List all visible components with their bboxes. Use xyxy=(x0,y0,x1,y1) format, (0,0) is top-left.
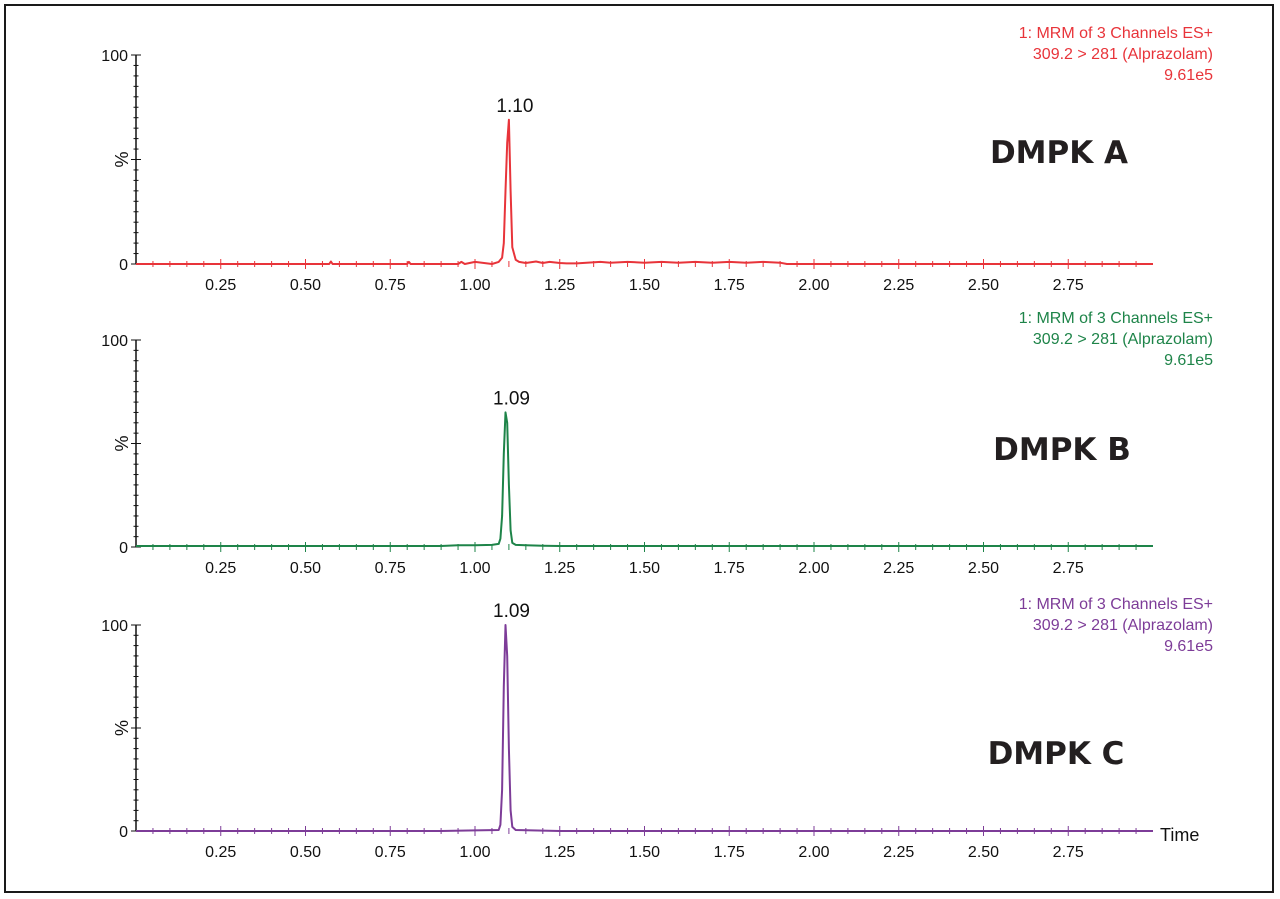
x-tick-label: 1.50 xyxy=(629,844,660,861)
chromatogram-panel-3: 0 100% 0.25 0.50 0.75 1.00 1.25 1.50 1.75 2.00 2.2… xyxy=(101,596,1213,861)
x-tick-label: 2.00 xyxy=(798,844,829,861)
peak-retention-label: 1.10 xyxy=(496,96,533,117)
y-axis-unit: % xyxy=(112,435,132,451)
figure-frame xyxy=(4,4,1274,893)
channel-info-line-3: 9.61e5 xyxy=(1164,67,1213,84)
channel-info-line-3: 9.61e5 xyxy=(1164,352,1213,369)
y-tick-label-0: 0 xyxy=(119,824,128,841)
panel-title: DMPK B xyxy=(993,432,1131,468)
x-tick-label: 1.00 xyxy=(459,560,490,577)
channel-info-line-3: 9.61e5 xyxy=(1164,638,1213,655)
chromatogram-trace xyxy=(136,411,1153,547)
chromatogram-panel-2: 0 100% 0.25 0.50 0.75 1.00 1.25 1.50 1.75 2.00 2.2… xyxy=(101,310,1213,577)
panel-title: DMPK A xyxy=(990,135,1128,171)
channel-info-line-1: 1: MRM of 3 Channels ES+ xyxy=(1019,596,1213,613)
channel-info-line-1: 1: MRM of 3 Channels ES+ xyxy=(1019,25,1213,42)
x-tick-label: 2.00 xyxy=(798,277,829,294)
x-tick-label: 1.00 xyxy=(459,844,490,861)
x-tick-label: 2.25 xyxy=(883,844,914,861)
x-tick-label: 1.00 xyxy=(459,277,490,294)
x-tick-label: 2.50 xyxy=(968,277,999,294)
y-axis-unit: % xyxy=(112,720,132,736)
x-tick-label: 2.50 xyxy=(968,560,999,577)
chromatogram-trace xyxy=(136,118,1153,265)
x-tick-label: 1.50 xyxy=(629,560,660,577)
peak-retention-label: 1.09 xyxy=(493,388,530,409)
y-tick-label-100: 100 xyxy=(101,48,128,65)
y-tick-label-100: 100 xyxy=(101,333,128,350)
channel-info-line-2: 309.2 > 281 (Alprazolam) xyxy=(1033,46,1213,63)
x-tick-label: 0.50 xyxy=(290,844,321,861)
channel-info-line-2: 309.2 > 281 (Alprazolam) xyxy=(1033,331,1213,348)
x-tick-label: 0.75 xyxy=(375,844,406,861)
y-tick-label-100: 100 xyxy=(101,618,128,635)
x-tick-label: 1.25 xyxy=(544,844,575,861)
channel-info-line-1: 1: MRM of 3 Channels ES+ xyxy=(1019,310,1213,327)
chromatogram-panel-1: 0 100% 0.25 0.50 0.75 1.00 1.25 1.50 1.75 2.00 2.2… xyxy=(101,25,1213,294)
x-tick-label: 2.50 xyxy=(968,844,999,861)
x-tick-label: 1.75 xyxy=(714,844,745,861)
x-tick-label: 0.25 xyxy=(205,277,236,294)
x-tick-label: 1.25 xyxy=(544,277,575,294)
x-tick-label: 2.75 xyxy=(1053,277,1084,294)
x-tick-label: 1.50 xyxy=(629,277,660,294)
x-tick-label: 0.50 xyxy=(290,560,321,577)
peak-retention-label: 1.09 xyxy=(493,601,530,622)
x-tick-label: 2.00 xyxy=(798,560,829,577)
y-tick-label-0: 0 xyxy=(119,257,128,274)
x-tick-label: 0.75 xyxy=(375,560,406,577)
x-tick-label: 2.25 xyxy=(883,277,914,294)
x-tick-label: 0.25 xyxy=(205,844,236,861)
x-tick-label: 2.75 xyxy=(1053,844,1084,861)
x-tick-label: 1.75 xyxy=(714,560,745,577)
panel-title: DMPK C xyxy=(988,736,1125,772)
x-tick-label: 0.25 xyxy=(205,560,236,577)
x-tick-label: 2.75 xyxy=(1053,560,1084,577)
channel-info-line-2: 309.2 > 281 (Alprazolam) xyxy=(1033,617,1213,634)
x-axis-title: Time xyxy=(1160,825,1199,845)
x-tick-label: 1.75 xyxy=(714,277,745,294)
x-tick-label: 0.50 xyxy=(290,277,321,294)
x-tick-label: 0.75 xyxy=(375,277,406,294)
chromatogram-trace xyxy=(136,624,1153,832)
y-tick-label-0: 0 xyxy=(119,540,128,557)
x-tick-label: 1.25 xyxy=(544,560,575,577)
y-axis-unit: % xyxy=(112,151,132,167)
x-tick-label: 2.25 xyxy=(883,560,914,577)
